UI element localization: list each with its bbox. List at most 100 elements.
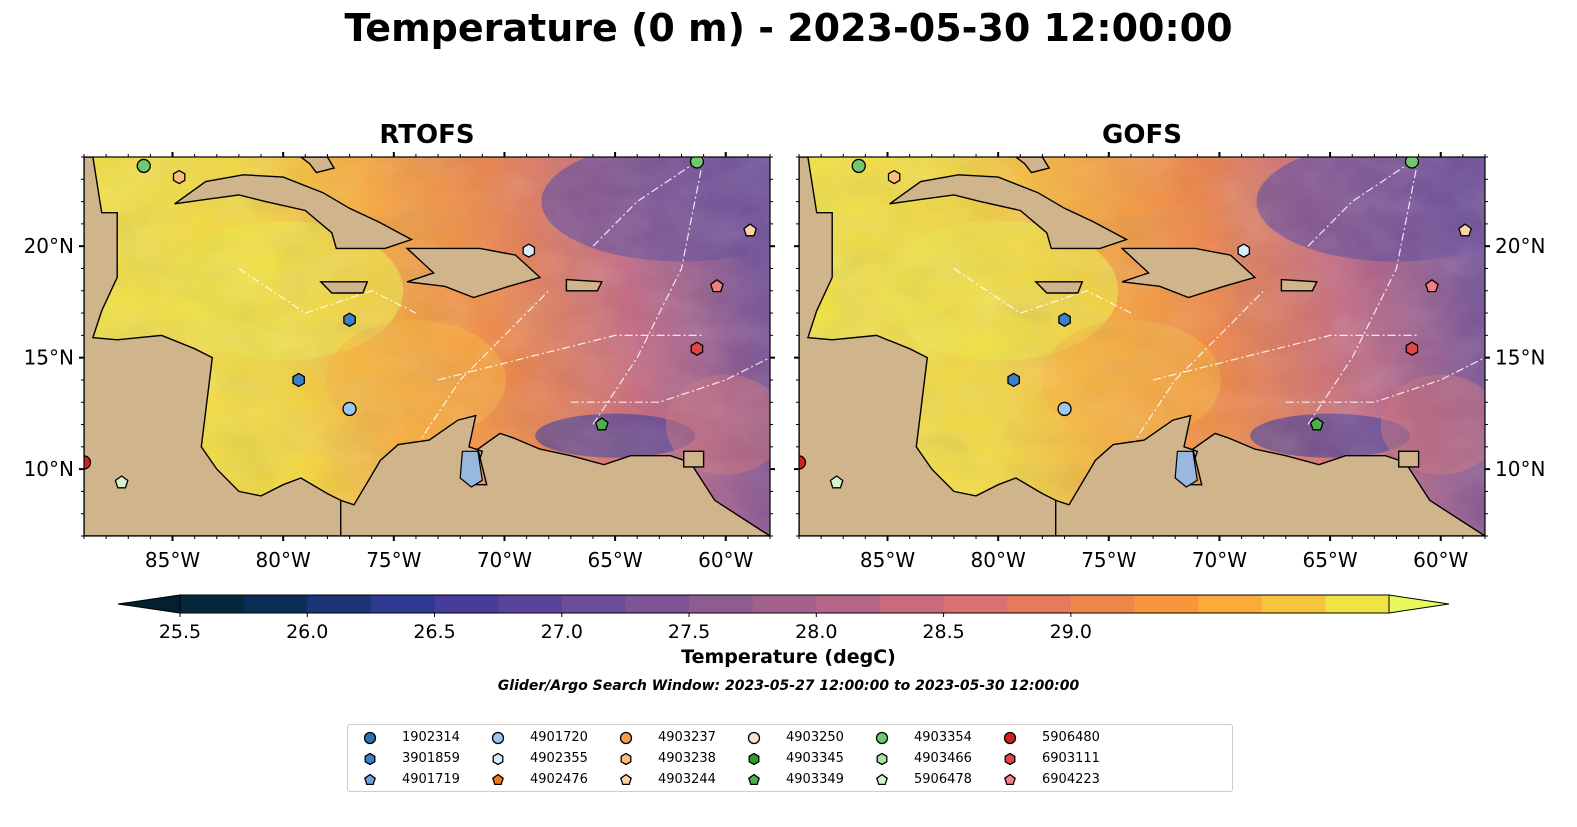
colorbar-segment	[752, 595, 817, 613]
land-trinidad	[1398, 450, 1420, 468]
pentagon-marker-icon	[364, 773, 376, 786]
colorbar-segment	[816, 595, 881, 613]
float-marker-4903349	[1309, 417, 1324, 431]
circle-marker-icon	[875, 731, 889, 745]
circle-marker-icon	[747, 731, 761, 745]
legend-marker-4903349	[748, 773, 760, 786]
hexagon-marker-icon	[748, 752, 760, 766]
land-hispaniola	[405, 247, 542, 299]
legend-label: 4901720	[530, 730, 588, 745]
legend-marker-4902355	[492, 752, 504, 766]
panel-title-rtofs: RTOFS	[379, 120, 475, 150]
figure-title: Temperature (0 m) - 2023-05-30 12:00:00	[344, 6, 1233, 50]
legend-marker-4903238	[620, 752, 632, 766]
float-marker-5906478	[829, 475, 844, 489]
map-panel-gofs: 85°W 80°W 75°W 70°W 65°W 60°W 10°N 15°N 20°N	[794, 152, 1545, 572]
colorbar-tick-label: 28.0	[795, 621, 837, 643]
front-line	[437, 334, 704, 381]
legend-label: 4903237	[658, 730, 716, 745]
float-marker-6903111	[690, 341, 704, 356]
float-marker-3901859	[1058, 312, 1071, 327]
colorbar-segment	[1325, 595, 1390, 613]
land-hispaniola	[1120, 247, 1257, 299]
float-marker-4903354	[1404, 157, 1420, 169]
lat-tick-label: 10°N	[1495, 457, 1545, 481]
pentagon-marker-icon	[748, 773, 760, 786]
legend-marker-5906478	[876, 773, 888, 786]
land-cuba	[889, 174, 1129, 250]
hexagon-marker-icon	[1004, 752, 1016, 766]
hexagon-marker-icon	[364, 752, 376, 766]
panel-frame	[798, 156, 1486, 537]
land-jamaica	[1034, 281, 1084, 294]
legend-marker-4901719	[364, 773, 376, 786]
map-panel-rtofs: 85°W 80°W 75°W 70°W 65°W 60°W 10°N 15°N 20°N	[24, 152, 775, 572]
float-marker-4902355	[522, 243, 536, 258]
float-marker-3901859	[343, 312, 356, 327]
lon-tick-label: 80°W	[256, 548, 311, 572]
lat-tick-label: 15°N	[24, 346, 74, 370]
search-window-note: Glider/Argo Search Window: 2023-05-27 12…	[497, 678, 1080, 694]
colorbar-segment	[370, 595, 436, 613]
lon-tick-label: 65°W	[587, 548, 642, 572]
panel-title-gofs: GOFS	[1102, 120, 1182, 150]
front-line	[1307, 157, 1419, 247]
colorbar-segment	[561, 595, 626, 613]
lon-tick-label: 85°W	[145, 548, 200, 572]
land-bahamas	[299, 157, 336, 174]
land-bahamas	[1014, 157, 1051, 174]
legend-label: 4903345	[786, 751, 844, 766]
float-marker-4903244	[1458, 223, 1473, 237]
pentagon-marker-icon	[620, 773, 632, 786]
pentagon-marker-icon	[876, 773, 888, 786]
legend-label: 4903354	[914, 730, 972, 745]
colorbar-segment	[943, 595, 1008, 613]
colorbar-segment	[498, 595, 563, 613]
land-central	[84, 157, 342, 536]
colorbar-tick-label: 28.5	[922, 621, 964, 643]
legend-marker-4903250	[747, 731, 761, 745]
colorbar-segment	[689, 595, 754, 613]
legend-label: 4903250	[786, 730, 844, 745]
panel-frame	[83, 156, 771, 537]
float-marker-4902355	[1237, 243, 1251, 258]
legend-marker-4902476	[492, 773, 504, 786]
float-marker-4903238	[887, 169, 901, 185]
legend-marker-4903345	[748, 752, 760, 766]
legend-label: 4903349	[786, 772, 844, 787]
pentagon-marker-icon	[492, 773, 504, 786]
legend-marker-1902314	[363, 731, 377, 745]
float-marker-4903238	[172, 169, 186, 185]
hexagon-marker-icon	[492, 752, 504, 766]
pentagon-marker-icon	[1004, 773, 1016, 786]
float-marker-4901720	[342, 401, 357, 417]
lon-tick-label: 80°W	[971, 548, 1026, 572]
legend-marker-3901859	[364, 752, 376, 766]
legend-label: 4903244	[658, 772, 716, 787]
legend-label: 4902355	[530, 751, 588, 766]
float-marker-4903244	[743, 223, 758, 237]
legend-label: 6904223	[1042, 772, 1100, 787]
circle-marker-icon	[491, 731, 505, 745]
land-jamaica	[319, 281, 369, 294]
colorbar-segment	[1070, 595, 1135, 613]
legend-marker-5906480	[1003, 731, 1017, 745]
lake-maracaibo	[459, 450, 483, 488]
legend-label: 3901859	[402, 751, 460, 766]
float-marker-5906478	[114, 475, 129, 489]
legend-marker-4903244	[620, 773, 632, 786]
colorbar-extend-low	[117, 594, 181, 614]
colorbar-segment	[434, 595, 499, 613]
lat-tick-label: 15°N	[1495, 346, 1545, 370]
lon-tick-label: 60°W	[698, 548, 753, 572]
legend-marker-4903354	[875, 731, 889, 745]
colorbar-segment	[1134, 595, 1199, 613]
hexagon-marker-icon	[876, 752, 888, 766]
lon-tick-label: 70°W	[1192, 548, 1247, 572]
lake-maracaibo	[1174, 450, 1198, 488]
legend-marker-6903111	[1004, 752, 1016, 766]
front-line	[1152, 334, 1419, 381]
hexagon-marker-icon	[620, 752, 632, 766]
front-line	[1307, 157, 1420, 425]
legend-label: 4901719	[402, 772, 460, 787]
